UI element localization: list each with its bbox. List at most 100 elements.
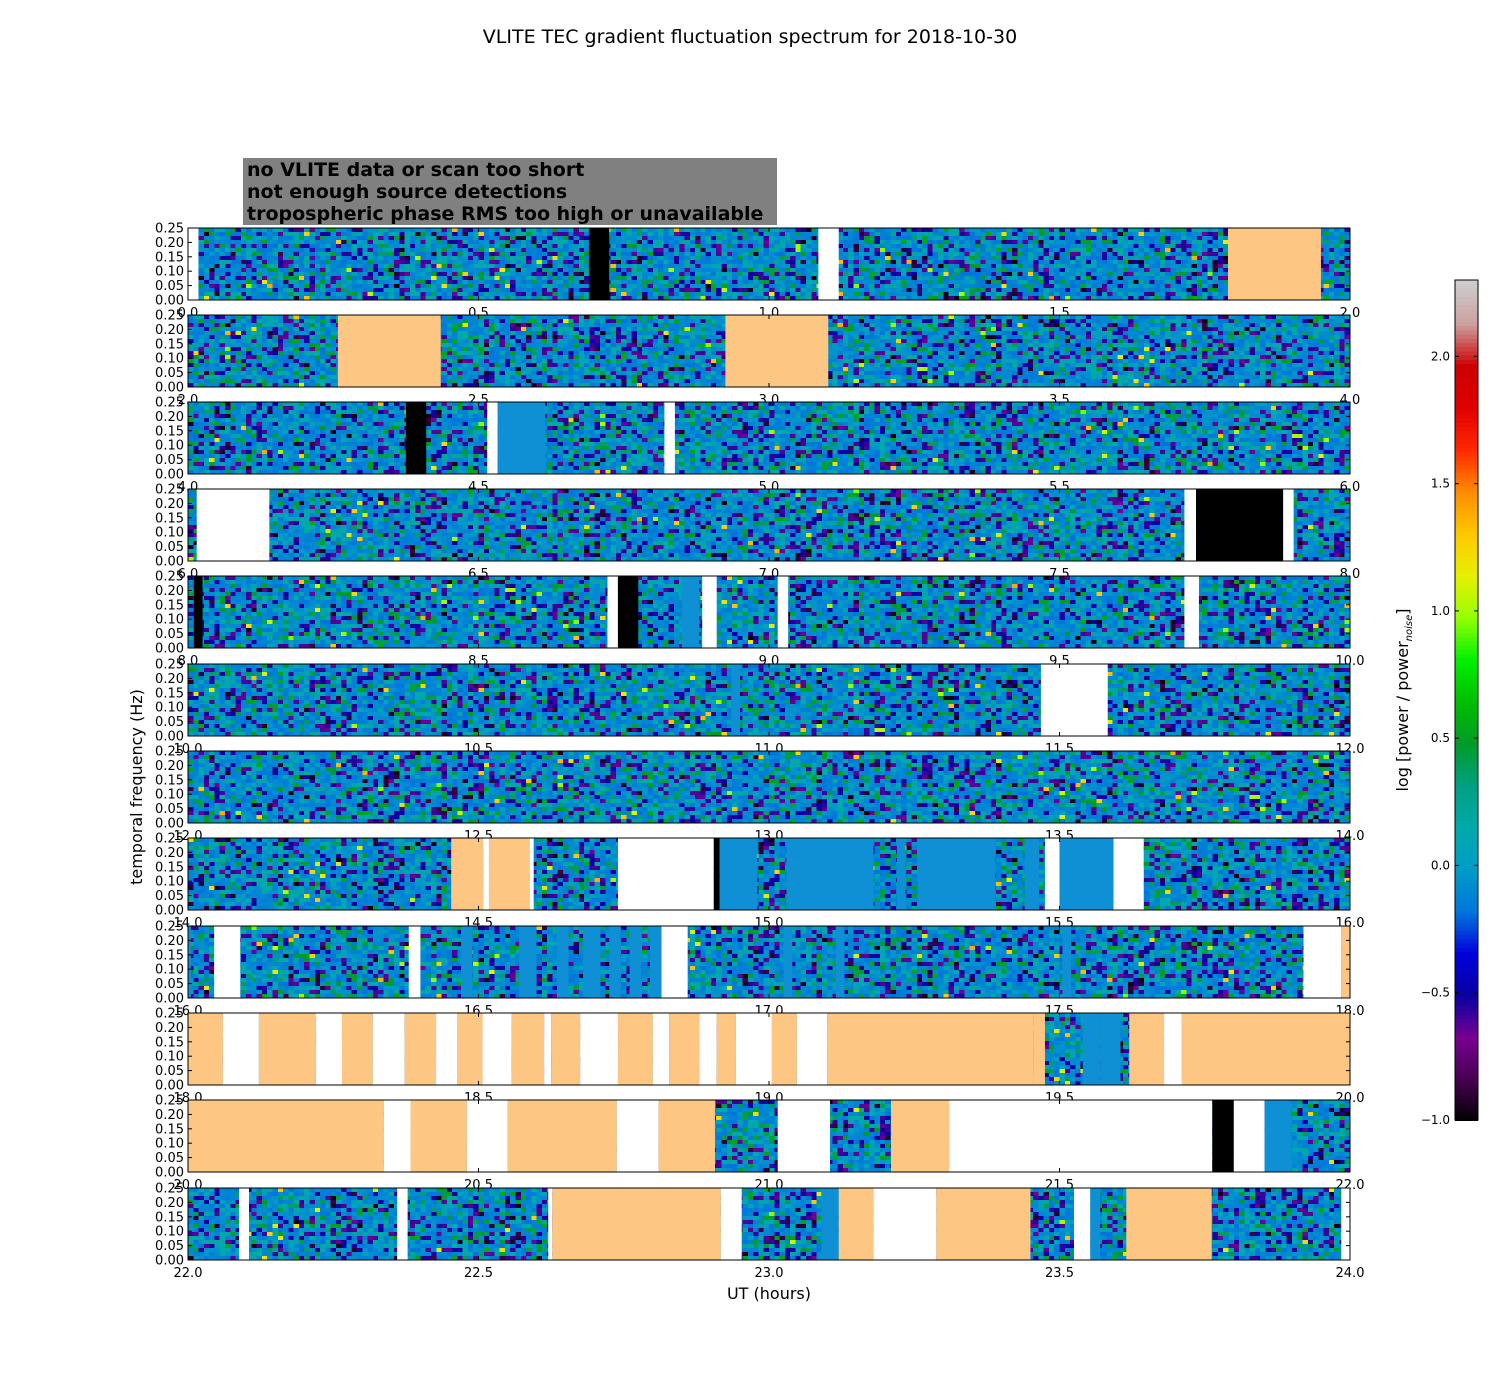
- spectrum-cell: [906, 292, 912, 297]
- spectrum-cell: [526, 288, 532, 293]
- spectrum-cell: [531, 240, 537, 245]
- spectrum-cell: [547, 248, 553, 253]
- spectrum-cell: [447, 252, 453, 257]
- spectrum-cell: [558, 292, 564, 297]
- spectrum-cell: [304, 232, 310, 237]
- spectrum-cell: [410, 252, 416, 257]
- spectrum-cell: [494, 244, 500, 249]
- spectrum-cell: [346, 252, 352, 257]
- spectrum-cell: [473, 288, 479, 293]
- spectrum-cell: [288, 264, 294, 269]
- spectrum-cell: [743, 288, 749, 293]
- spectrum-cell: [457, 288, 463, 293]
- spectrum-cell: [753, 248, 759, 253]
- spectrum-cell: [938, 264, 944, 269]
- spectrum-cell: [890, 276, 896, 281]
- spectrum-cell: [637, 288, 643, 293]
- spectrum-cell: [537, 288, 543, 293]
- spectrum-cell: [315, 268, 321, 273]
- spectrum-cell: [848, 288, 854, 293]
- spectrum-cell: [743, 264, 749, 269]
- spectrum-cell: [463, 264, 469, 269]
- spectrum-cell: [637, 252, 643, 257]
- spectrum-cell: [933, 276, 939, 281]
- spectrum-cell: [552, 292, 558, 297]
- spectrum-cell: [890, 268, 896, 273]
- spectrum-cell: [336, 236, 342, 241]
- spectrum-cell: [346, 268, 352, 273]
- spectrum-cell: [663, 256, 669, 261]
- spectrum-cell: [209, 268, 215, 273]
- spectrum-cell: [642, 240, 648, 245]
- spectrum-cell: [452, 256, 458, 261]
- spectrum-cell: [304, 236, 310, 241]
- spectrum-cell: [790, 280, 796, 285]
- spectrum-cell: [706, 280, 712, 285]
- spectrum-cell: [341, 288, 347, 293]
- spectrum-cell: [336, 240, 342, 245]
- spectrum-cell: [447, 244, 453, 249]
- spectrum-cell: [727, 284, 733, 289]
- spectrum-cell: [394, 252, 400, 257]
- spectrum-cell: [859, 248, 865, 253]
- spectrum-cell: [727, 292, 733, 297]
- spectrum-cell: [758, 248, 764, 253]
- spectrum-cell: [309, 232, 315, 237]
- spectrum-cell: [362, 268, 368, 273]
- spectrum-cell: [494, 248, 500, 253]
- spectrum-cell: [352, 228, 358, 233]
- spectrum-cell: [690, 276, 696, 281]
- spectrum-cell: [394, 284, 400, 289]
- spectrum-cell: [447, 276, 453, 281]
- spectrum-cell: [700, 236, 706, 241]
- spectrum-cell: [753, 264, 759, 269]
- spectrum-cell: [885, 252, 891, 257]
- spectrum-cell: [769, 276, 775, 281]
- spectrum-cell: [690, 268, 696, 273]
- spectrum-cell: [426, 276, 432, 281]
- spectrum-cell: [521, 276, 527, 281]
- spectrum-cell: [674, 276, 680, 281]
- spectrum-cell: [537, 284, 543, 289]
- spectrum-cell: [563, 252, 569, 257]
- spectrum-cell: [758, 236, 764, 241]
- spectrum-cell: [531, 236, 537, 241]
- spectrum-cell: [912, 280, 918, 285]
- spectrum-cell: [288, 240, 294, 245]
- spectrum-cell: [336, 244, 342, 249]
- spectrum-cell: [373, 232, 379, 237]
- spectrum-cell: [568, 292, 574, 297]
- spectrum-cell: [737, 236, 743, 241]
- spectrum-cell: [394, 232, 400, 237]
- spectrum-cell: [912, 292, 918, 297]
- spectrum-cell: [669, 284, 675, 289]
- spectrum-cell: [209, 280, 215, 285]
- spectrum-cell: [700, 272, 706, 277]
- spectrum-cell: [795, 228, 801, 233]
- spectrum-cell: [336, 248, 342, 253]
- spectrum-cell: [890, 284, 896, 289]
- spectrum-cell: [674, 280, 680, 285]
- spectrum-cell: [521, 272, 527, 277]
- spectrum-cell: [653, 244, 659, 249]
- spectrum-cell: [875, 268, 881, 273]
- spectrum-cell: [906, 248, 912, 253]
- spectrum-cell: [320, 284, 326, 289]
- spectrum-cell: [875, 260, 881, 265]
- spectrum-cell: [426, 272, 432, 277]
- spectrum-cell: [510, 232, 516, 237]
- spectrum-cell: [933, 228, 939, 233]
- spectrum-cell: [341, 284, 347, 289]
- spectrum-cell: [431, 276, 437, 281]
- spectrum-cell: [442, 256, 448, 261]
- spectrum-cell: [912, 256, 918, 261]
- spectrum-cell: [262, 284, 268, 289]
- spectrum-cell: [896, 272, 902, 277]
- spectrum-cell: [684, 240, 690, 245]
- spectrum-cell: [531, 272, 537, 277]
- spectrum-cell: [621, 284, 627, 289]
- spectrum-cell: [241, 288, 247, 293]
- spectrum-cell: [642, 288, 648, 293]
- spectrum-cell: [684, 284, 690, 289]
- spectrum-cell: [537, 240, 543, 245]
